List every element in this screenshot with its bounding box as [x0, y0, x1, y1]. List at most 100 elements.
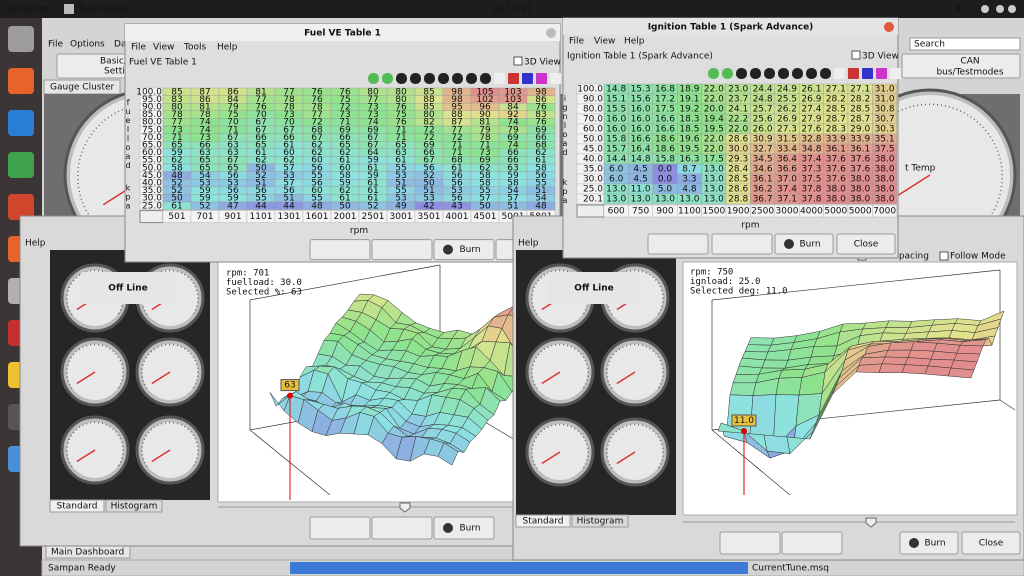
cell-value[interactable]: 30.9 [753, 135, 773, 145]
cell-value[interactable]: 28.3 [826, 125, 846, 135]
menu-item[interactable]: Tools [183, 43, 206, 53]
cell-value[interactable]: 31.0 [875, 85, 895, 95]
cell-value[interactable]: 28.8 [728, 195, 748, 205]
button-label[interactable]: Burn [459, 245, 480, 255]
cell-value[interactable]: 18.3 [679, 115, 699, 125]
cell-value[interactable]: 15.5 [606, 105, 626, 115]
cell-value[interactable]: 18.6 [655, 135, 675, 145]
cell-value[interactable]: 15.6 [631, 95, 651, 105]
button-label[interactable]: Close [979, 539, 1004, 549]
cell-value[interactable]: 18.5 [679, 125, 699, 135]
toolbar-icon[interactable] [848, 68, 859, 79]
menu-item[interactable]: Help [217, 43, 238, 53]
cell-value[interactable]: 24.8 [753, 95, 773, 105]
cell-value[interactable]: 13.0 [704, 195, 724, 205]
cell-value[interactable]: 51 [507, 201, 518, 211]
toolbar-icon[interactable] [890, 68, 901, 79]
toolbar-icon[interactable] [522, 73, 533, 84]
toolbar-icon[interactable] [410, 73, 421, 84]
button[interactable] [782, 532, 842, 554]
cell-value[interactable]: 42 [423, 201, 434, 211]
cell-value[interactable]: 38.0 [850, 195, 870, 205]
cell-value[interactable]: 22.0 [728, 125, 748, 135]
toolbar-icon[interactable] [396, 73, 407, 84]
toolbar-icon[interactable] [820, 68, 831, 79]
cell-value[interactable]: 32.8 [801, 135, 821, 145]
cell-value[interactable]: 28.6 [728, 185, 748, 195]
cell-value[interactable]: 16.0 [631, 115, 651, 125]
cell-value[interactable]: 19.5 [679, 145, 699, 155]
cell-value[interactable]: 44 [255, 201, 267, 211]
cell-value[interactable]: 50 [339, 201, 351, 211]
main-menu-item[interactable]: File [48, 40, 64, 50]
cell-value[interactable]: 36.1 [826, 145, 846, 155]
cell-value[interactable]: 36.1 [850, 145, 870, 155]
toolbar-icon[interactable] [508, 73, 519, 84]
cell-value[interactable]: 37.1 [777, 195, 797, 205]
cell-value[interactable]: 36.6 [777, 165, 797, 175]
cell-value[interactable]: 28.6 [728, 135, 748, 145]
menu-item[interactable]: File [131, 43, 147, 53]
close-button[interactable] [546, 28, 556, 38]
cell-value[interactable]: 22.0 [704, 135, 724, 145]
cell-value[interactable]: 16.4 [631, 145, 651, 155]
cell-value[interactable]: 28.5 [826, 105, 846, 115]
cell-value[interactable]: 38.0 [875, 165, 895, 175]
tab-label[interactable]: Gauge Cluster [50, 83, 115, 93]
cell-value[interactable]: 25.7 [753, 105, 773, 115]
cell-value[interactable]: 5.0 [658, 185, 673, 195]
cell-value[interactable]: 37.5 [801, 175, 821, 185]
cell-value[interactable]: 37.3 [801, 165, 821, 175]
toolbar-icon[interactable] [806, 68, 817, 79]
tab-label[interactable]: Standard [523, 517, 564, 527]
corner-button[interactable] [577, 205, 604, 217]
cell-value[interactable]: 16.6 [655, 125, 675, 135]
app-menu[interactable]: TunerStudio [77, 5, 132, 15]
cell-value[interactable]: 17.5 [704, 155, 724, 165]
menu-item[interactable]: View [594, 37, 615, 47]
cell-value[interactable]: 48 [311, 201, 323, 211]
cell-value[interactable]: 14.8 [606, 85, 626, 95]
cell-value[interactable]: 25.5 [777, 95, 797, 105]
cell-value[interactable]: 48 [535, 201, 547, 211]
cell-value[interactable]: 19.5 [704, 125, 724, 135]
cell-value[interactable]: 28.2 [850, 95, 870, 105]
cell-value[interactable]: 19.6 [679, 135, 699, 145]
cell-value[interactable]: 38.0 [875, 195, 895, 205]
checkbox-label[interactable]: 3D View [524, 58, 561, 68]
cell-value[interactable]: 15.3 [631, 85, 651, 95]
activities[interactable]: Activities [8, 5, 49, 15]
cell-value[interactable]: 37.6 [826, 175, 846, 185]
cell-value[interactable]: 15.8 [606, 135, 626, 145]
cell-value[interactable]: 26.0 [753, 125, 773, 135]
checkbox[interactable] [940, 252, 948, 260]
cell-value[interactable]: 16.3 [679, 155, 699, 165]
toolbar-icon[interactable] [834, 68, 845, 79]
cell-value[interactable]: 34.8 [801, 145, 821, 155]
cell-value[interactable]: 22.0 [704, 95, 724, 105]
cell-value[interactable]: 38.0 [875, 155, 895, 165]
cell-value[interactable]: 26.9 [801, 95, 821, 105]
cell-value[interactable]: 26.1 [801, 85, 821, 95]
cell-value[interactable]: 14.4 [606, 155, 626, 165]
toolbar-icon[interactable] [722, 68, 733, 79]
cell-value[interactable]: 17.5 [655, 105, 675, 115]
cell-value[interactable]: 0.0 [658, 165, 673, 175]
cell-value[interactable]: 24.4 [753, 85, 773, 95]
cell-value[interactable]: 49 [395, 201, 407, 211]
cell-value[interactable]: 16.0 [606, 115, 626, 125]
cell-value[interactable]: 25.6 [753, 115, 773, 125]
cell-value[interactable]: 35.1 [875, 135, 895, 145]
cell-value[interactable]: 28.2 [826, 95, 846, 105]
cell-value[interactable]: 47 [227, 201, 238, 211]
launcher-icon[interactable] [8, 26, 34, 52]
cell-value[interactable]: 13.0 [704, 175, 724, 185]
cell-value[interactable]: 13.0 [606, 195, 626, 205]
cell-value[interactable]: 27.3 [777, 125, 797, 135]
cell-value[interactable]: 6.0 [609, 175, 624, 185]
main-menu-item[interactable]: Options [70, 40, 105, 50]
cell-value[interactable]: 18.6 [655, 145, 675, 155]
cell-value[interactable]: 37.6 [850, 155, 870, 165]
cell-value[interactable]: 27.6 [801, 125, 821, 135]
cell-value[interactable]: 20.0 [704, 105, 724, 115]
